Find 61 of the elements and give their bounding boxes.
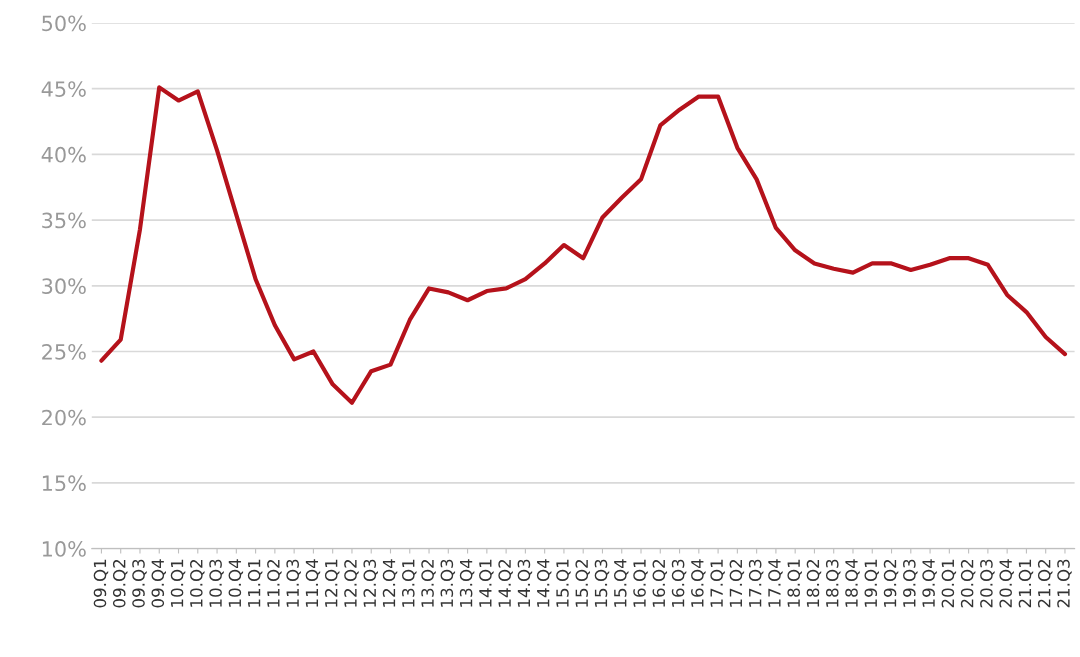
- x-tick-label: 15.Q4: [613, 559, 629, 607]
- x-tick-label: 11.Q1: [247, 559, 263, 607]
- x-tick-label: 09.Q3: [132, 559, 147, 608]
- x-tick-label: 13.Q4: [459, 559, 475, 607]
- x-tick-label: 12.Q4: [382, 559, 398, 607]
- x-tick-label: 12.Q3: [363, 559, 378, 607]
- x-tick-label: 19.Q4: [922, 559, 937, 607]
- x-tick-label: 14.Q4: [536, 559, 552, 607]
- x-tick-label: 16.Q2: [652, 559, 668, 607]
- x-tick-label: 17.Q2: [729, 559, 745, 607]
- x-tick-label: 15.Q3: [594, 559, 610, 607]
- x-tick-label: 19.Q1: [864, 559, 880, 607]
- x-tick-label: 21.Q1: [1018, 559, 1034, 608]
- x-tick-label: 13.Q3: [440, 559, 456, 607]
- y-tick-label: 20%: [42, 409, 86, 426]
- x-tick-label: 18.Q4: [845, 559, 860, 607]
- x-tick-label: 14.Q3: [517, 559, 533, 607]
- x-tick-label: 11.Q3: [286, 559, 301, 607]
- x-tick-label: 18.Q1: [787, 559, 802, 607]
- x-tick-label: 10.Q2: [190, 559, 205, 607]
- x-tick-label: 21.Q2: [1037, 559, 1053, 608]
- x-tick-label: 14.Q2: [498, 559, 513, 607]
- x-tick-label: 19.Q3: [903, 559, 918, 607]
- x-tick-label: 10.Q1: [170, 559, 186, 607]
- x-tick-label: 11.Q2: [267, 559, 282, 607]
- x-tick-label: 15.Q2: [575, 559, 590, 607]
- x-tick-label: 17.Q3: [748, 559, 764, 607]
- x-tick-label: 21.Q3: [1057, 559, 1072, 608]
- x-tick-label: 12.Q2: [344, 559, 359, 607]
- y-tick-label: 15%: [42, 475, 86, 492]
- x-tick-label: 09.Q1: [93, 559, 109, 608]
- x-tick-label: 18.Q3: [825, 559, 841, 607]
- x-tick-label: 16.Q3: [671, 559, 687, 607]
- x-tick-label: 20.Q1: [941, 559, 957, 608]
- x-tick-label: 16.Q1: [633, 559, 648, 607]
- x-tick-label: 20.Q4: [999, 559, 1014, 608]
- x-tick-label: 14.Q1: [479, 559, 494, 607]
- x-tick-label: 16.Q4: [691, 559, 706, 607]
- x-tick-label: 10.Q3: [209, 559, 224, 607]
- y-tick-label: 40%: [41, 146, 86, 163]
- x-tick-label: 10.Q4: [228, 559, 244, 607]
- x-tick-label: 15.Q1: [556, 559, 571, 607]
- x-tick-label: 11.Q4: [305, 559, 321, 607]
- y-tick-label: 50%: [42, 15, 86, 32]
- line-series: [99, 85, 1068, 405]
- x-tick-label: 09.Q2: [112, 559, 128, 608]
- x-tick-label: 19.Q2: [883, 559, 899, 607]
- y-tick-label: 30%: [42, 278, 86, 295]
- x-tick-label: 20.Q3: [980, 559, 995, 608]
- x-tick-label: 13.Q1: [401, 559, 417, 607]
- x-tick-label: 18.Q2: [806, 559, 822, 607]
- y-tick-label: 35%: [42, 212, 86, 229]
- x-tick-label: 20.Q2: [960, 559, 976, 608]
- x-tick-label: 17.Q1: [710, 559, 725, 607]
- y-tick-label: 10%: [42, 541, 86, 557]
- x-tick-label: 12.Q1: [324, 559, 340, 607]
- x-tick-label: 13.Q2: [421, 559, 436, 607]
- x-tick-label: 17.Q4: [768, 559, 783, 607]
- x-tick-label: 09.Q4: [151, 559, 166, 608]
- y-tick-label: 45%: [41, 81, 86, 97]
- y-tick-label: 25%: [42, 343, 86, 360]
